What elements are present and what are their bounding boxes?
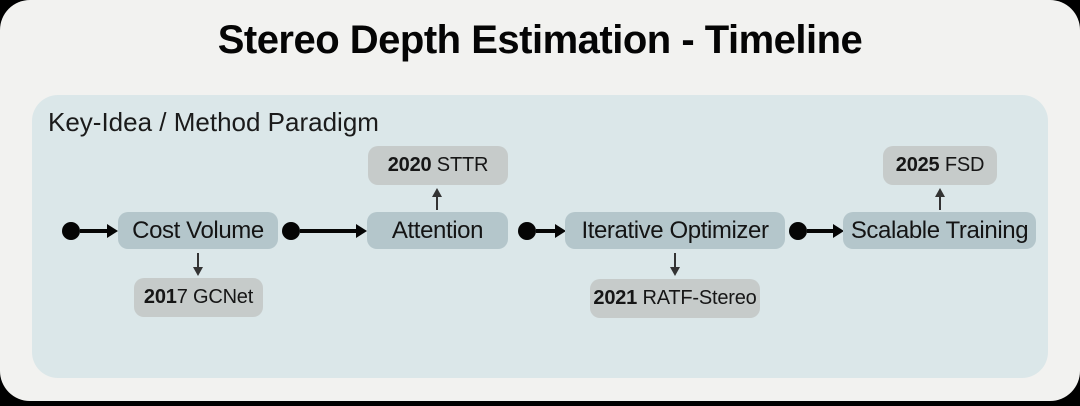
milestone-name: 7 GCNet [176, 286, 254, 308]
milestone-badge-fsd: 2025 FSD [883, 146, 997, 185]
arrow-up-icon [935, 188, 945, 210]
bullet-dot-icon [789, 222, 807, 240]
node-attention: Attention [367, 212, 508, 249]
node-cost-volume: Cost Volume [118, 212, 278, 249]
milestone-badge-ratf: 2021 RATF-Stereo [590, 279, 760, 318]
bullet-dot-icon [518, 222, 536, 240]
page-title: Stereo Depth Estimation - Timeline [217, 18, 863, 62]
arrow-right-icon [300, 224, 367, 238]
panel-label: Key-Idea / Method Paradigm [48, 107, 379, 137]
arrow-down-icon [670, 253, 680, 276]
milestone-name: RATF-Stereo [637, 287, 757, 309]
milestone-name: STTR [431, 154, 489, 176]
milestone-year: 2021 [593, 287, 638, 309]
node-scalable-training: Scalable Training [843, 212, 1036, 249]
arrow-right-icon [536, 224, 566, 238]
arrow-down-icon [193, 253, 203, 276]
arrow-up-icon [432, 188, 442, 210]
milestone-year: 201 [143, 286, 177, 308]
arrow-right-icon [807, 224, 844, 238]
milestone-badge-sttr: 2020 STTR [368, 146, 508, 185]
milestone-year: 2025 [895, 154, 940, 176]
milestone-badge-gcnet: 201 7 GCNet [134, 278, 263, 317]
arrow-right-icon [80, 224, 118, 238]
milestone-name: FSD [939, 154, 985, 176]
paradigm-panel: Key-Idea / Method Paradigm 2020 STTR 202… [32, 95, 1048, 378]
milestone-year: 2020 [387, 154, 432, 176]
bullet-dot-icon [62, 222, 80, 240]
bullet-dot-icon [282, 222, 300, 240]
node-iterative-optimizer: Iterative Optimizer [565, 212, 785, 249]
